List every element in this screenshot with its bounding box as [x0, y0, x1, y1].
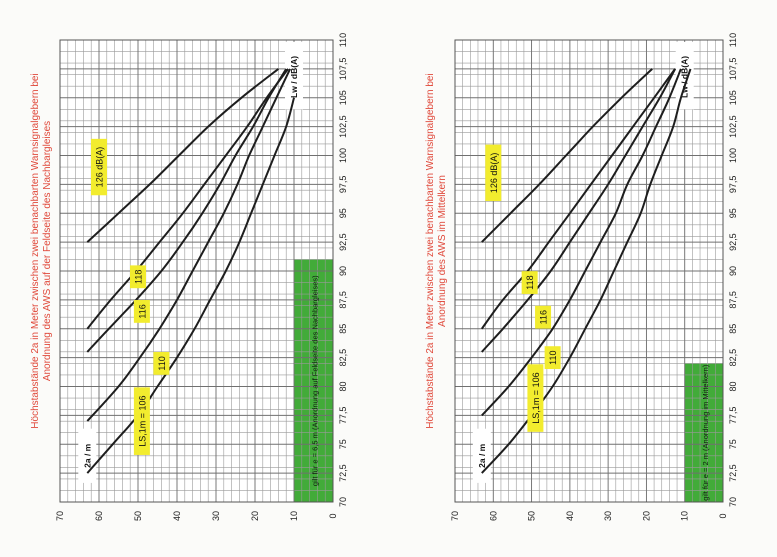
- y-tick-label: 40: [172, 511, 182, 521]
- y-tick-label: 30: [211, 511, 221, 521]
- y-axis-label: 2a / m: [477, 443, 487, 468]
- x-tick-label: 97,5: [728, 176, 738, 194]
- x-tick-label: 110: [728, 33, 738, 47]
- x-tick-label: 70: [728, 497, 738, 507]
- y-tick-label: 60: [488, 511, 498, 521]
- x-tick-label: 77,5: [338, 407, 348, 425]
- x-tick-label: 87,5: [728, 291, 738, 309]
- y-tick-label: 70: [450, 511, 460, 521]
- series-label: LS,1m = 106: [531, 372, 541, 423]
- x-tick-label: 82,5: [338, 349, 348, 367]
- x-tick-label: 90: [338, 266, 348, 276]
- y-tick-label: 10: [680, 511, 690, 521]
- x-tick-label: 92,5: [728, 233, 738, 251]
- chart-title: Höchstabstände 2a in Meter zwischen zwei…: [30, 73, 53, 428]
- y-tick-label: 0: [328, 513, 338, 518]
- series-label-bg: [544, 346, 561, 370]
- series-label-bg: [527, 364, 544, 432]
- x-tick-label: 100: [338, 148, 348, 163]
- series-line-5: [481, 68, 653, 243]
- note-text: gilt für e = 6,5 m (Anordnung auf Feldse…: [311, 275, 320, 486]
- series-label-bg: [153, 352, 170, 375]
- x-tick-label: 85: [728, 324, 738, 334]
- series-label-bg: [130, 265, 146, 289]
- series-label: 118: [134, 270, 144, 284]
- series-line-5: [86, 68, 280, 243]
- xlabel-box: [285, 42, 303, 110]
- y-tick-label: 20: [250, 511, 260, 521]
- x-tick-label: 75: [338, 439, 348, 449]
- x-tick-label: 100: [728, 148, 738, 163]
- x-axis-label: Lw / dB(A): [289, 56, 299, 98]
- x-tick-label: 102,5: [338, 115, 348, 138]
- x-tick-label: 80: [728, 381, 738, 391]
- y-tick-label: 0: [718, 513, 728, 518]
- x-tick-label: 105: [728, 90, 738, 105]
- series-label-bg: [485, 144, 502, 202]
- x-tick-label: 107,5: [728, 58, 738, 81]
- series-label: 110: [157, 356, 167, 370]
- chart-title: Höchstabstände 2a in Meter zwischen zwei…: [425, 73, 448, 428]
- series-label-bg: [133, 300, 150, 323]
- series-line-3: [86, 68, 288, 353]
- series-label: 126 dB(A): [489, 153, 499, 194]
- x-tick-label: 70: [338, 497, 348, 507]
- x-tick-label: 75: [728, 439, 738, 449]
- x-tick-label: 72,5: [728, 464, 738, 482]
- x-tick-label: 110: [338, 33, 348, 47]
- x-tick-label: 92,5: [338, 233, 348, 251]
- y-tick-label: 30: [603, 511, 613, 521]
- x-tick-label: 95: [728, 208, 738, 218]
- chart-title-line: Anordnung des AWS auf der Feldseite des …: [42, 121, 53, 381]
- series-label-bg: [535, 305, 552, 329]
- plot-frame: [59, 39, 334, 503]
- y-tick-label: 60: [94, 511, 104, 521]
- series-line-3: [481, 68, 676, 353]
- series-label: LS,1m = 106: [137, 396, 147, 447]
- chart-title-line: Höchstabstände 2a in Meter zwischen zwei…: [425, 73, 436, 428]
- x-tick-label: 97,5: [338, 176, 348, 194]
- xlabel-box: [675, 42, 694, 110]
- x-tick-label: 77,5: [728, 407, 738, 425]
- x-tick-label: 105: [338, 90, 348, 105]
- x-axis-label: Lw / dB(A): [680, 56, 690, 98]
- y-tick-label: 50: [133, 511, 143, 521]
- chart-title-line: Anordnung des AWS im Mittelkern: [437, 175, 448, 327]
- y-tick-label: 20: [641, 511, 651, 521]
- series-line-2: [86, 68, 292, 422]
- x-tick-label: 85: [338, 324, 348, 334]
- series-line-4: [86, 68, 289, 330]
- x-tick-label: 107,5: [338, 58, 348, 81]
- x-tick-label: 90: [728, 266, 738, 276]
- x-tick-label: 72,5: [338, 464, 348, 482]
- series-line-4: [480, 68, 676, 330]
- series-line-2: [481, 68, 682, 417]
- y-tick-label: 50: [527, 511, 537, 521]
- chart-panel-2: gilt für e = 2 m (Anordnung im Mittelker…: [425, 33, 738, 521]
- series-label: 110: [548, 350, 558, 364]
- y-tick-label: 10: [289, 511, 299, 521]
- x-tick-label: 82,5: [728, 349, 738, 367]
- y-tick-label: 40: [565, 511, 575, 521]
- series-label: 126 dB(A): [95, 147, 105, 188]
- chart-title-line: Höchstabstände 2a in Meter zwischen zwei…: [30, 73, 41, 428]
- note-text: gilt für e = 2 m (Anordnung im Mittelker…: [701, 364, 710, 501]
- y-tick-label: 70: [55, 511, 65, 521]
- y-axis-label: 2a / m: [82, 443, 92, 468]
- series-label-bg: [133, 387, 150, 455]
- series-label: 118: [525, 275, 535, 289]
- x-tick-label: 95: [338, 208, 348, 218]
- x-tick-label: 80: [338, 381, 348, 391]
- chart-panel-1: gilt für e = 6,5 m (Anordnung auf Feldse…: [30, 33, 348, 521]
- plot-frame: [454, 39, 724, 503]
- x-tick-label: 87,5: [338, 291, 348, 309]
- series-label: 116: [539, 310, 549, 324]
- series-label-bg: [521, 271, 538, 294]
- series-label-bg: [91, 138, 107, 196]
- series-label: 116: [137, 304, 147, 318]
- x-tick-label: 102,5: [728, 115, 738, 138]
